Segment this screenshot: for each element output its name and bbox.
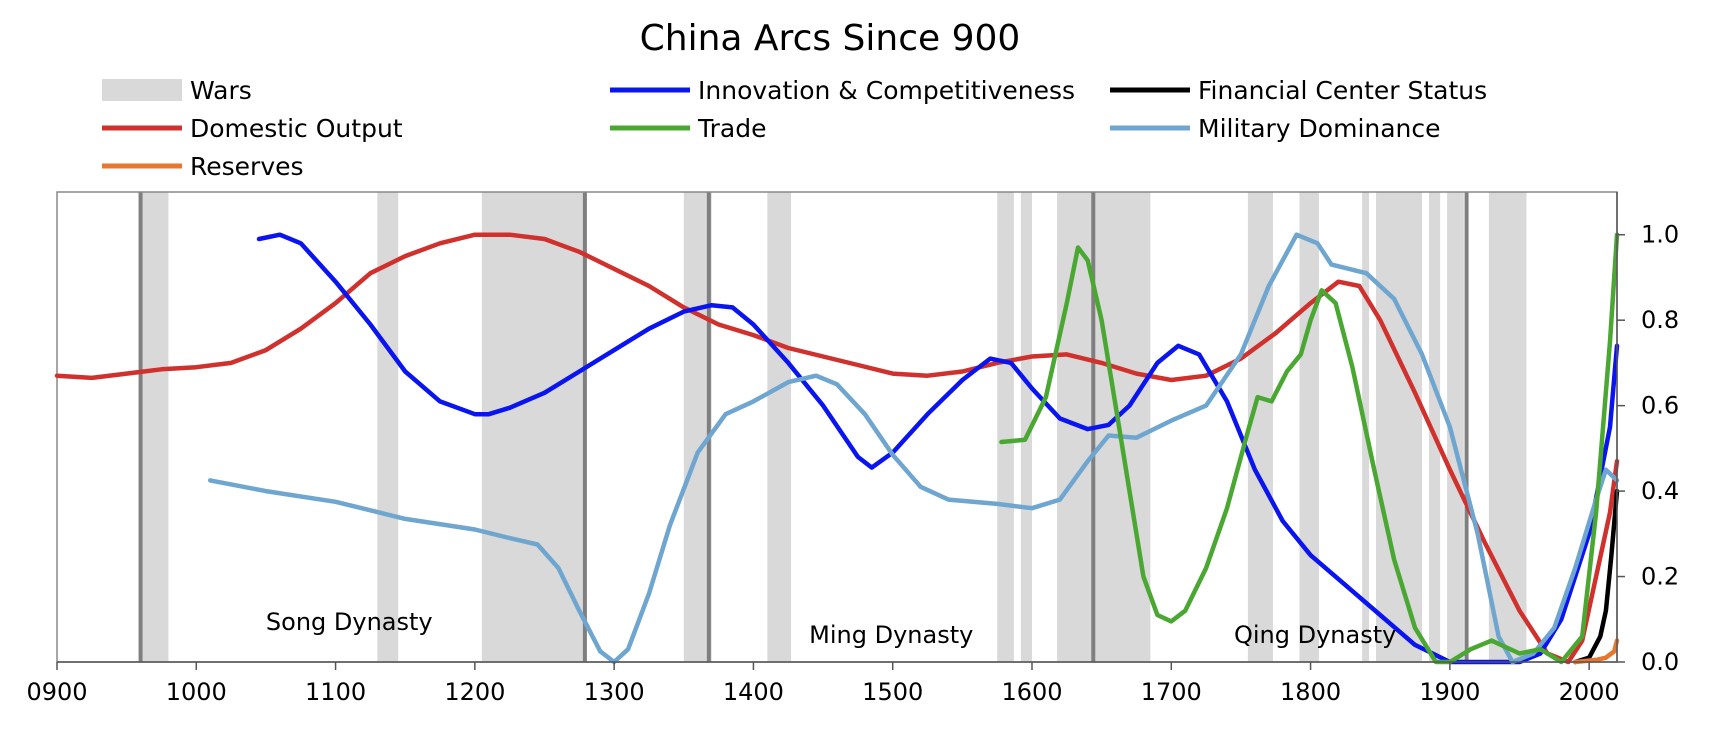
y-tick-label: 1.0 bbox=[1641, 221, 1679, 249]
series-line-trade bbox=[999, 232, 1620, 665]
war-band-8 bbox=[1247, 192, 1273, 662]
x-tick-label: 1300 bbox=[584, 678, 645, 706]
x-tick-label: 1900 bbox=[1419, 678, 1480, 706]
war-band-11 bbox=[1376, 192, 1422, 662]
legend-label-reserves: Reserves bbox=[190, 152, 304, 181]
x-tick-label: 1500 bbox=[862, 678, 923, 706]
x-tick-label: 1700 bbox=[1141, 678, 1202, 706]
war-band-13 bbox=[1447, 192, 1464, 662]
x-tick-label: 1200 bbox=[444, 678, 505, 706]
annotation-qing-dynasty: Qing Dynasty bbox=[1234, 621, 1396, 649]
series-lines bbox=[54, 232, 1620, 665]
legend-swatch-wars bbox=[102, 79, 182, 101]
legend: Wars Innovation & Competitiveness Financia… bbox=[102, 76, 1487, 181]
y-axis: 0.0 0.2 0.4 0.6 0.8 1.0 bbox=[1616, 192, 1679, 676]
annotation-ming-dynasty: Ming Dynasty bbox=[809, 621, 973, 649]
war-band-2 bbox=[481, 192, 587, 662]
x-tick-label: 0900 bbox=[26, 678, 87, 706]
x-tick-label: 1600 bbox=[1001, 678, 1062, 706]
y-tick-label: 0.8 bbox=[1641, 306, 1679, 334]
annotation-song-dynasty: Song Dynasty bbox=[266, 608, 433, 636]
legend-label-domestic-output: Domestic Output bbox=[190, 114, 403, 143]
legend-label-trade: Trade bbox=[697, 114, 766, 143]
war-band-1 bbox=[377, 192, 399, 662]
series-line-financial-center-status bbox=[1572, 488, 1620, 665]
y-tick-label: 0.0 bbox=[1641, 648, 1679, 676]
war-band-4 bbox=[767, 192, 792, 662]
legend-label-financial-center-status: Financial Center Status bbox=[1198, 76, 1487, 105]
y-tick-label: 0.4 bbox=[1641, 477, 1679, 505]
war-band-5 bbox=[997, 192, 1014, 662]
y-tick-label: 0.2 bbox=[1641, 563, 1679, 591]
war-band-0 bbox=[140, 192, 169, 662]
legend-label-wars: Wars bbox=[190, 76, 252, 105]
war-bands bbox=[140, 192, 1527, 662]
legend-label-military-dominance: Military Dominance bbox=[1198, 114, 1441, 143]
series-line-domestic-output bbox=[54, 232, 1620, 665]
dynasty-annotations: Song Dynasty Ming Dynasty Qing Dynasty bbox=[266, 608, 1396, 649]
x-tick-label: 1100 bbox=[305, 678, 366, 706]
war-band-12 bbox=[1428, 192, 1441, 662]
series-line-military-dominance bbox=[207, 232, 1620, 665]
x-tick-label: 1400 bbox=[723, 678, 784, 706]
x-tick-label: 2000 bbox=[1559, 678, 1620, 706]
x-tick-label: 1000 bbox=[166, 678, 227, 706]
x-tick-label: 1800 bbox=[1280, 678, 1341, 706]
legend-label-innovation-and-competitiveness: Innovation & Competitiveness bbox=[698, 76, 1075, 105]
war-band-9 bbox=[1299, 192, 1319, 662]
chart-title: China Arcs Since 900 bbox=[640, 18, 1021, 59]
dynasty-transition-lines bbox=[138, 192, 1469, 662]
y-tick-label: 0.6 bbox=[1641, 392, 1679, 420]
series-line-innovation-and-competitiveness bbox=[256, 232, 1620, 665]
x-axis: 0900 1000 1100 1200 1300 1400 1500 1600 1700 1800… bbox=[26, 661, 1620, 706]
war-band-6 bbox=[1020, 192, 1032, 662]
series-line-reserves bbox=[1572, 638, 1620, 665]
